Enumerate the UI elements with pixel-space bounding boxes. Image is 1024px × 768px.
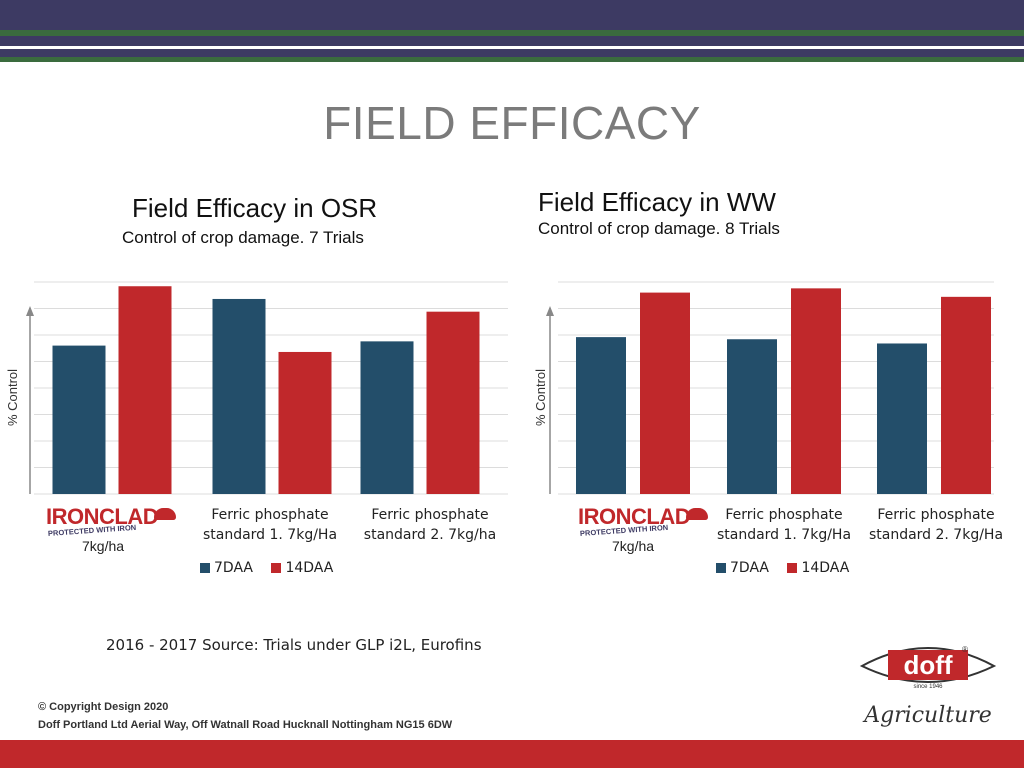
- tick-label: 7kg/ha: [612, 538, 655, 554]
- header-stripe-white: [0, 46, 1024, 49]
- tick-label-line: Ferric phosphate: [877, 507, 995, 523]
- tick-label: Ferric phosphate standard 1. 7kg/Ha: [714, 505, 854, 545]
- ironclad-logo-name: IRONCLAD: [46, 504, 159, 529]
- tick-label-line: Ferric phosphate: [371, 507, 489, 523]
- ironclad-logo: IRONCLAD PROTECTED WITH IRON: [46, 504, 176, 546]
- tick-label: Ferric phosphate standard 2. 7kg/ha: [360, 505, 500, 545]
- bar-7daa-1: [727, 339, 777, 494]
- chart-title-osr: Field Efficacy in OSR: [132, 193, 378, 223]
- y-axis-label: % Control: [533, 368, 549, 427]
- bar-7daa-2: [360, 341, 414, 494]
- page-title: FIELD EFFICACY: [323, 97, 701, 149]
- tick-label-line: standard 2. 7kg/Ha: [868, 527, 1004, 543]
- bar-14daa-2: [426, 311, 480, 494]
- ironclad-logo-name: IRONCLAD: [578, 504, 691, 529]
- doff-logo-text: doff: [903, 650, 952, 680]
- header-stripe-navy: [0, 36, 1024, 46]
- address-text: Doff Portland Ltd Aerial Way, Off Watnal…: [38, 719, 453, 731]
- chart-title-ww: Field Efficacy in WW: [538, 187, 776, 217]
- legend-label: 7DAA: [730, 560, 769, 576]
- legend-label: 14DAA: [801, 560, 850, 576]
- legend-item: 14DAA: [271, 560, 333, 576]
- chart-ww-plot: [546, 281, 994, 495]
- doff-agriculture-logo: doff ® since 1946 Agriculture: [858, 636, 998, 736]
- legend-item: 14DAA: [787, 560, 849, 576]
- bar-14daa-1: [791, 288, 841, 494]
- chart-osr-plot: [26, 281, 508, 495]
- legend-swatch: [200, 563, 210, 573]
- y-axis-label: % Control: [5, 368, 21, 427]
- slug-icon: [154, 508, 176, 520]
- doff-logo-icon: doff ® since 1946 Agriculture: [859, 645, 997, 728]
- agriculture-logo-text: Agriculture: [862, 703, 992, 728]
- chart-ww-legend: 7DAA 14DAA: [716, 560, 863, 576]
- y-axis-arrow-icon: [26, 306, 34, 316]
- header-stripe-green: [0, 30, 1024, 36]
- legend-label: 7DAA: [214, 560, 253, 576]
- footer-band: [0, 740, 1024, 768]
- doff-logo-since: since 1946: [913, 684, 943, 690]
- tick-label-line: standard 1. 7kg/Ha: [202, 527, 338, 543]
- slug-icon: [686, 508, 708, 520]
- tick-label-line: standard 1. 7kg/Ha: [716, 527, 852, 543]
- header-band: [0, 0, 1024, 30]
- tick-label-line: Ferric phosphate: [725, 507, 843, 523]
- legend-item: 7DAA: [716, 560, 769, 576]
- bar-7daa-1: [212, 298, 266, 494]
- bar-14daa-0: [118, 286, 172, 494]
- bar-7daa-0: [576, 337, 626, 494]
- bar-14daa-1: [278, 351, 332, 494]
- legend-swatch: [271, 563, 282, 573]
- header-stripe-navy-2: [0, 49, 1024, 57]
- chart-osr-legend: 7DAA 14DAA: [200, 560, 347, 576]
- chart-subtitle-ww: Control of crop damage. 8 Trials: [538, 219, 780, 238]
- header-stripe-green-2: [0, 57, 1024, 62]
- legend-item: 7DAA: [200, 560, 253, 576]
- tick-label: Ferric phosphate standard 2. 7kg/Ha: [866, 505, 1006, 545]
- chart-osr: % Control IRONCLAD PROTECTED WITH IRON 7…: [0, 270, 510, 590]
- bar-7daa-0: [52, 345, 106, 494]
- chart-ww: % Control IRONCLAD PROTECTED WITH IRON 7…: [514, 270, 1024, 590]
- doff-logo-registered: ®: [962, 645, 968, 654]
- y-axis-arrow-icon: [546, 306, 554, 316]
- tick-label-line: Ferric phosphate: [211, 507, 329, 523]
- legend-swatch: [716, 563, 726, 573]
- bar-7daa-2: [877, 343, 927, 494]
- copyright-text: © Copyright Design 2020: [38, 701, 169, 713]
- tick-label-line: standard 2. 7kg/ha: [363, 527, 497, 543]
- legend-swatch: [787, 563, 798, 573]
- ironclad-logo: IRONCLAD PROTECTED WITH IRON: [578, 504, 708, 546]
- bar-14daa-2: [941, 296, 991, 494]
- source-note: 2016 - 2017 Source: Trials under GLP i2L…: [106, 636, 482, 654]
- chart-subtitle-osr: Control of crop damage. 7 Trials: [122, 228, 364, 247]
- tick-label: Ferric phosphate standard 1. 7kg/Ha: [200, 505, 340, 545]
- legend-label: 14DAA: [285, 560, 334, 576]
- tick-label: 7kg/ha: [82, 538, 125, 554]
- bar-14daa-0: [640, 292, 690, 494]
